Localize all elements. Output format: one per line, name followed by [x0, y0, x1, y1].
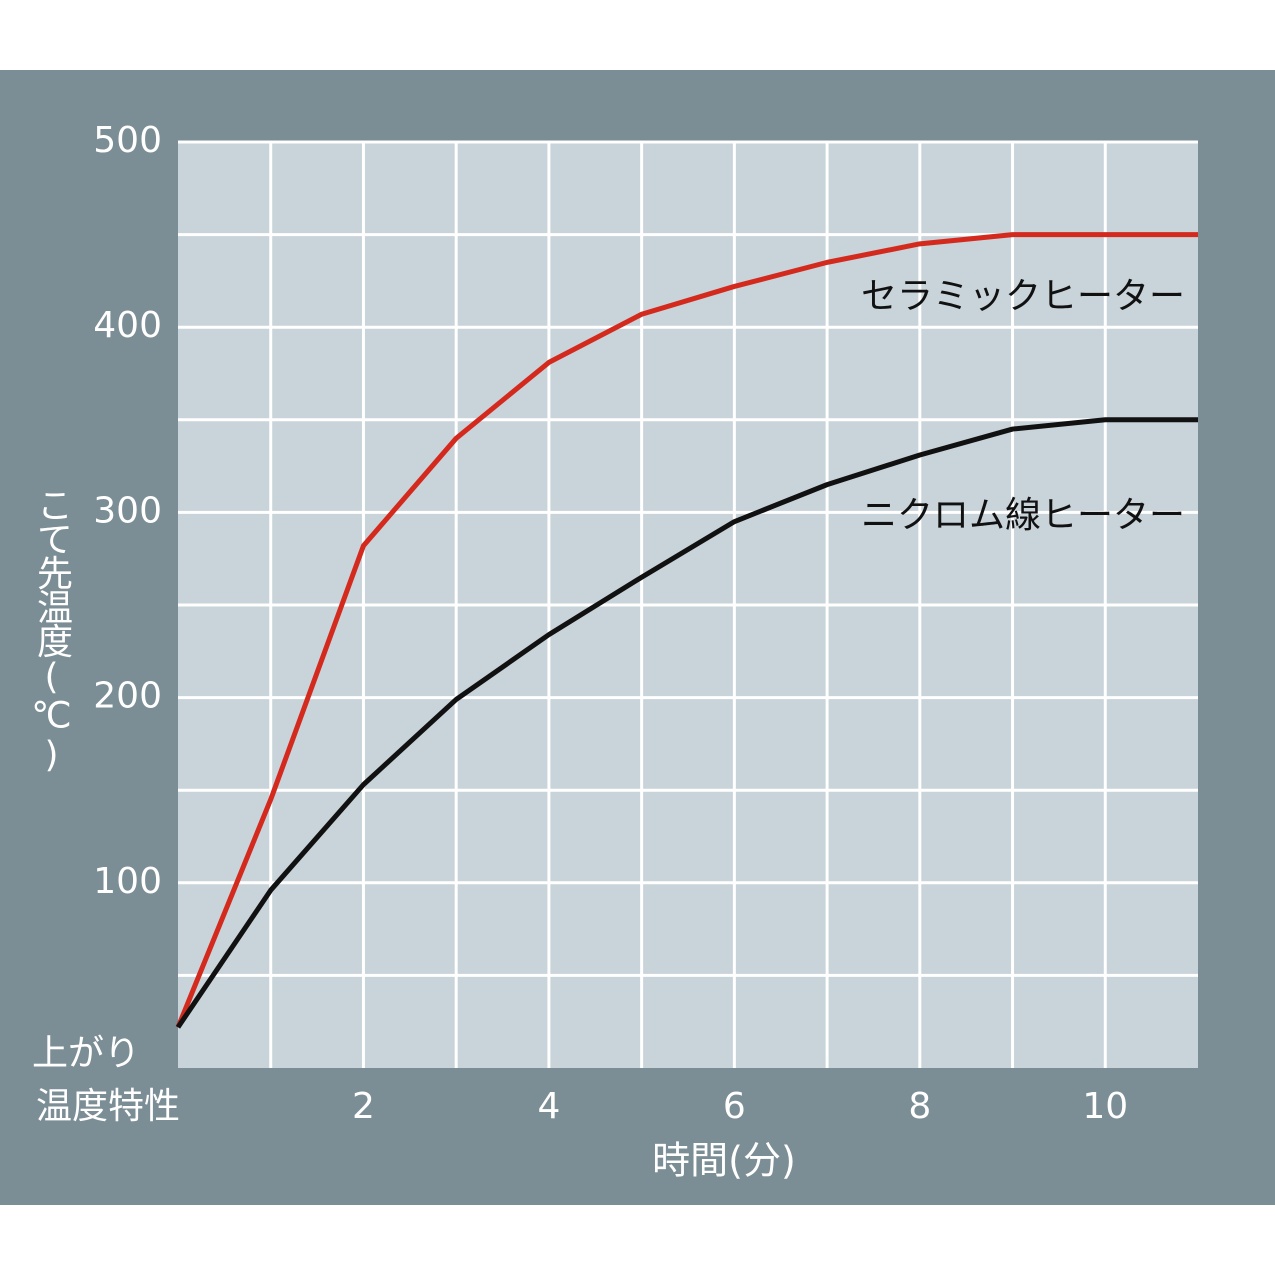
series-label: セラミックヒーター [861, 276, 1185, 317]
y-tick-label: 400 [93, 305, 162, 346]
x-tick-label: 8 [908, 1086, 931, 1127]
y-tick-label: 200 [93, 676, 162, 717]
line [175, 232, 1198, 1029]
y-tick-label: 100 [93, 861, 162, 902]
title: 上がり [32, 1033, 140, 1074]
x-tick-label: 6 [723, 1086, 746, 1127]
y-tick-label: 300 [93, 490, 162, 531]
y-axis-label: こて先温度(℃) [31, 487, 72, 774]
title: 温度特性 [36, 1086, 180, 1127]
x-tick-label: 2 [352, 1086, 375, 1127]
x-tick-label: 10 [1082, 1086, 1128, 1127]
x-axis-label: 時間(分) [652, 1139, 796, 1183]
y-tick-label: 500 [93, 120, 162, 161]
series-label: ニクロム線ヒーター [861, 495, 1185, 536]
x-tick-label: 4 [537, 1086, 560, 1127]
line [175, 417, 1198, 1029]
